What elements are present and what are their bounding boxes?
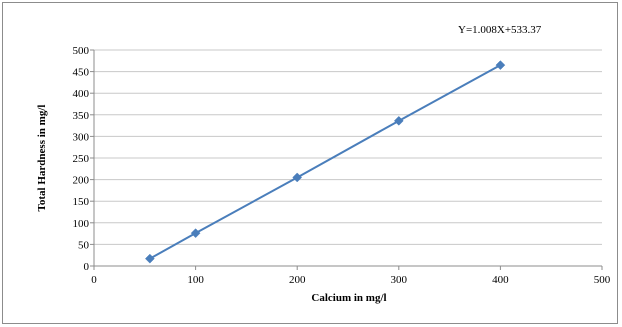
y-tick-label-450: 450: [73, 67, 90, 79]
y-tick-label-50: 50: [78, 239, 90, 251]
x-axis-title: Calcium in mg/l: [311, 292, 386, 304]
y-tick-label-300: 300: [73, 131, 90, 143]
data-point-400: [495, 60, 506, 70]
data-point-300: [393, 115, 404, 126]
chart-frame: [2, 2, 618, 324]
axes: [90, 49, 603, 270]
y-tick-label-100: 100: [73, 218, 90, 230]
y-tick-label-500: 500: [73, 45, 90, 57]
y-axis-title: Total Hardness in mg/l: [36, 105, 48, 212]
y-tick-label-400: 400: [73, 88, 90, 100]
y-tick-labels: 0 50 100 150 200 250 300 350 400 450 500: [73, 45, 90, 273]
x-tick-label-0: 0: [91, 274, 97, 286]
y-tick-label-0: 0: [84, 261, 90, 273]
x-tick-label-400: 400: [492, 274, 509, 286]
y-tick-label-350: 350: [73, 110, 90, 122]
gridlines: [94, 49, 602, 245]
y-tick-label-150: 150: [73, 196, 90, 208]
x-tick-label-300: 300: [391, 274, 408, 286]
y-tick-label-250: 250: [73, 153, 90, 165]
data-point-55: [145, 253, 155, 264]
series-group: [145, 60, 506, 264]
x-tick-label-100: 100: [187, 274, 204, 286]
x-tick-labels: 0 100 200 300 400 500: [91, 274, 611, 286]
data-point-200: [292, 172, 303, 183]
data-point-100: [190, 228, 201, 239]
series-line: [149, 64, 501, 260]
regression-equation: Y=1.008X+533.37: [458, 24, 542, 36]
x-tick-label-500: 500: [594, 274, 611, 286]
y-tick-label-200: 200: [73, 175, 90, 187]
x-tick-label-200: 200: [289, 274, 306, 286]
